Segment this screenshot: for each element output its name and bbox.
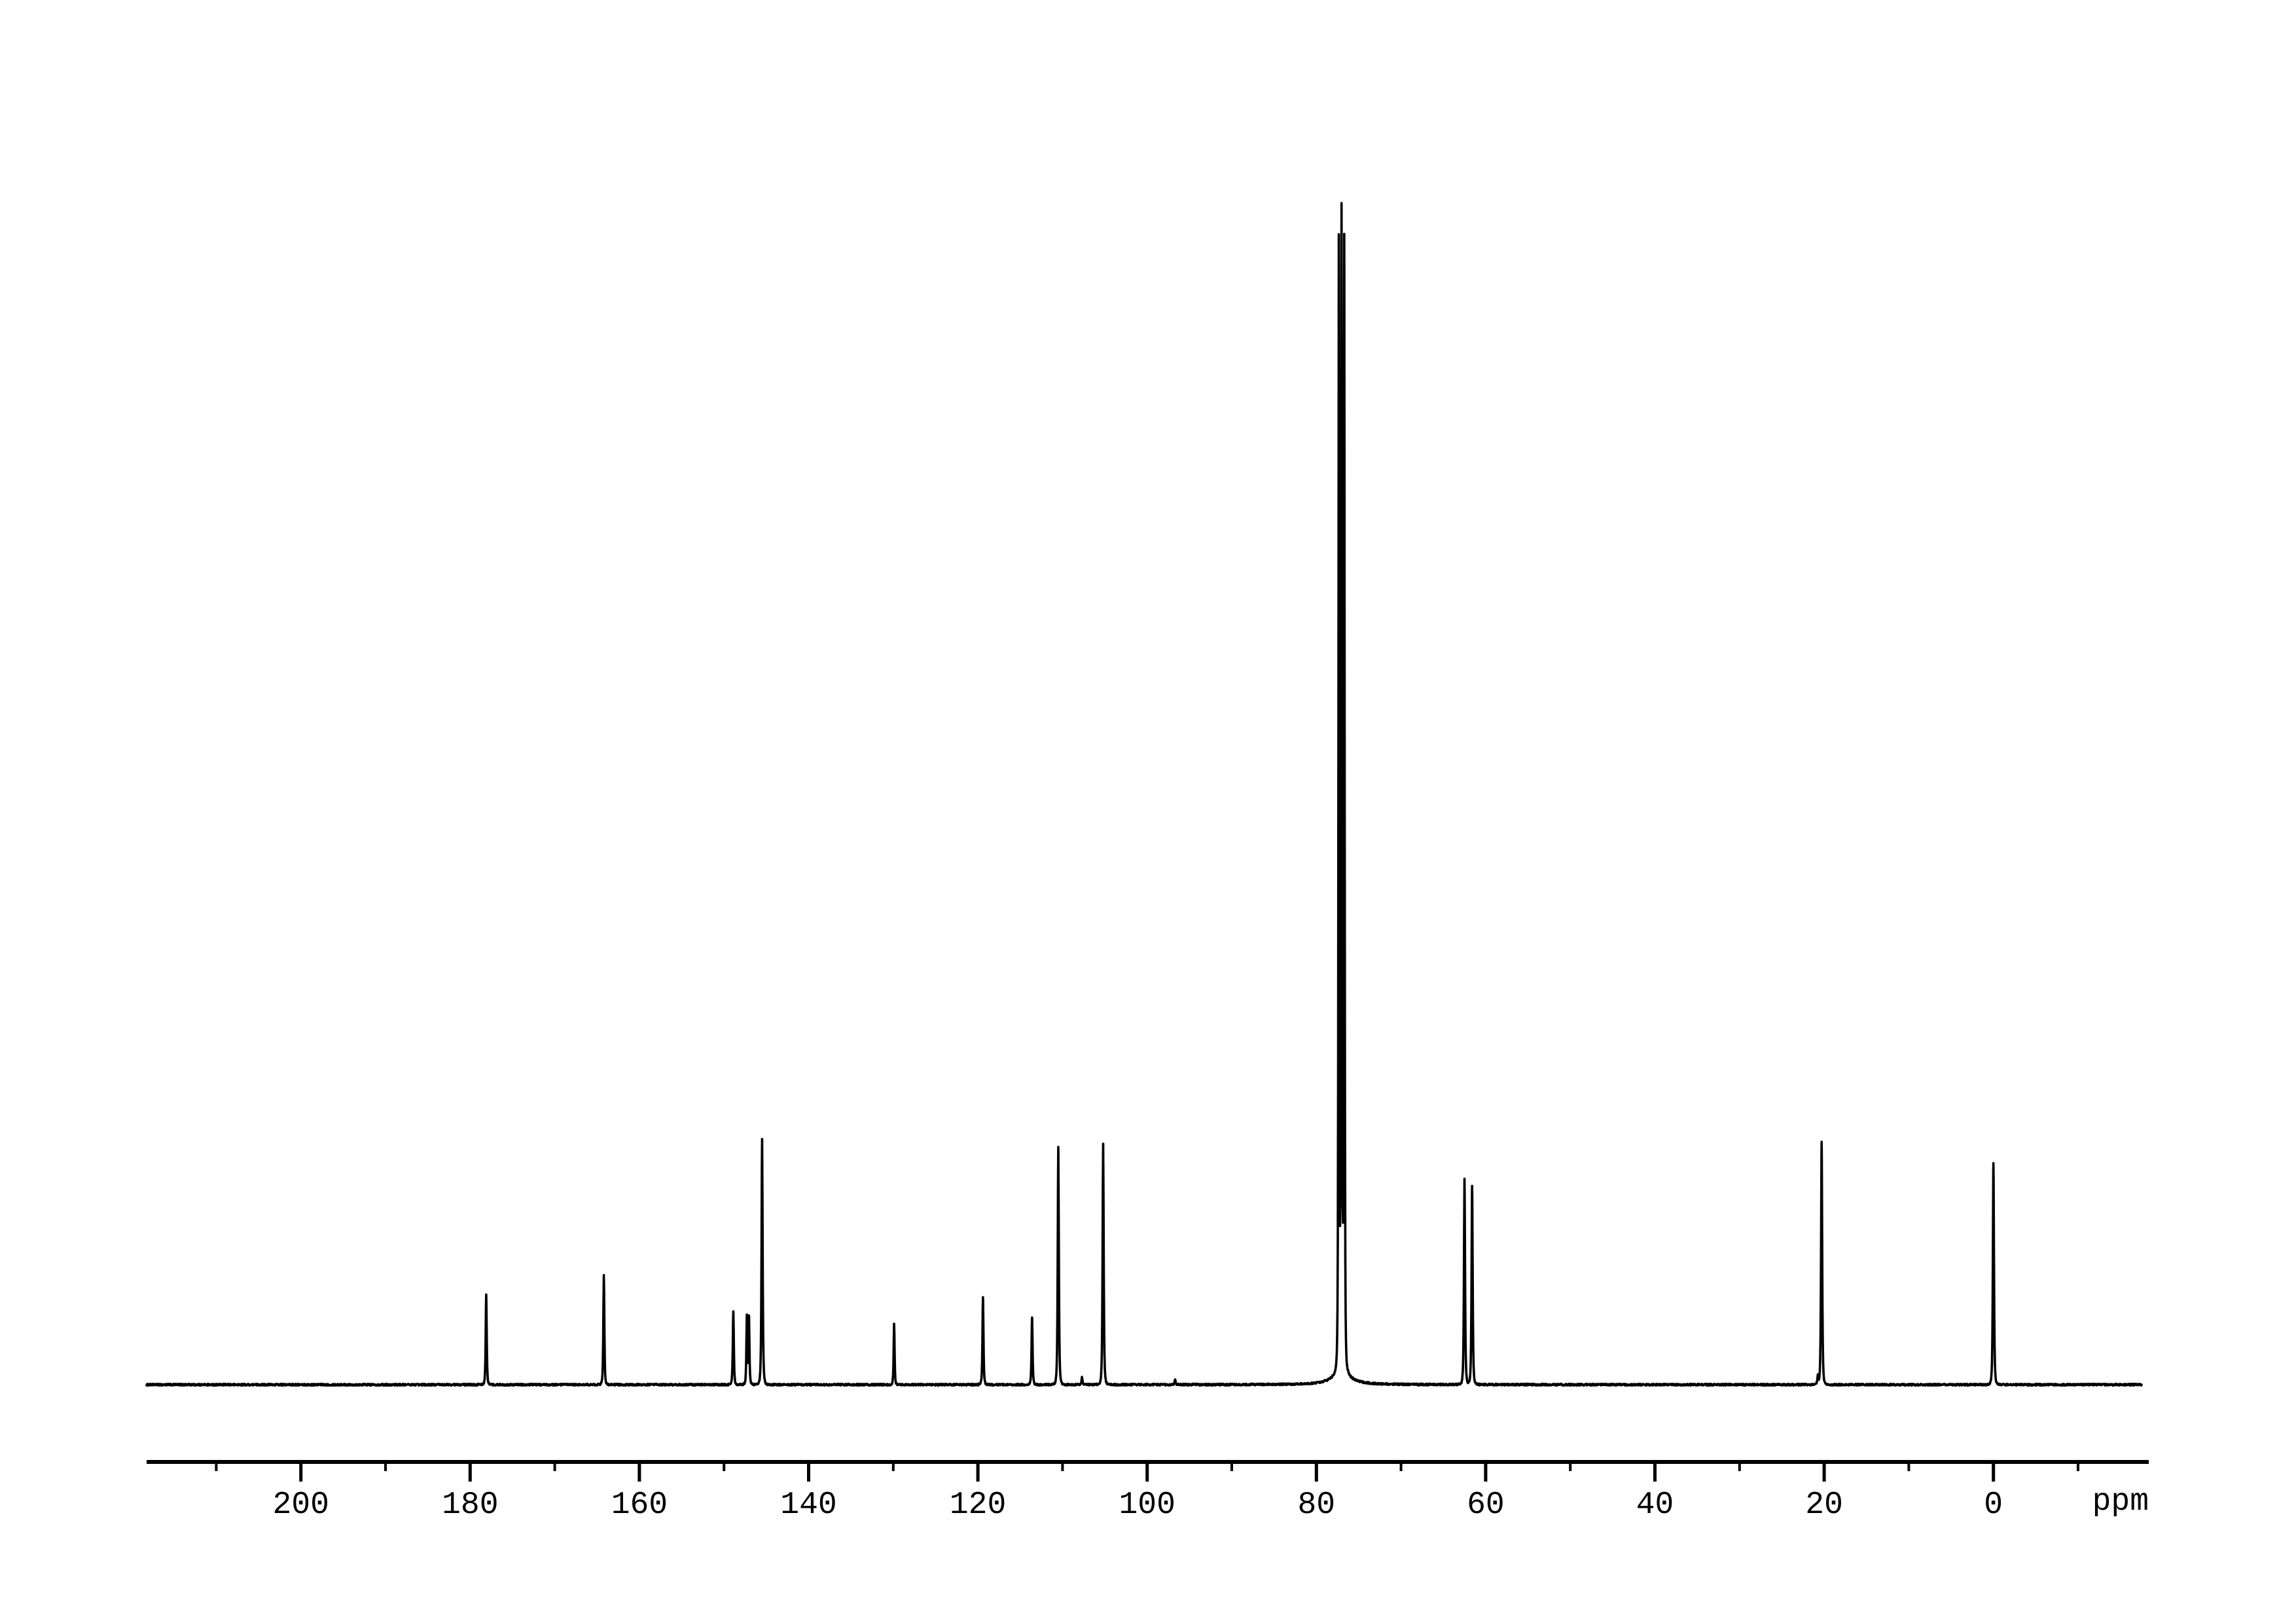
spectrum-trace <box>145 202 2143 1387</box>
x-axis-tick-label: 80 <box>1297 1487 1335 1523</box>
x-axis: 200 180 160 140 120 100 80 60 40 20 0 <box>147 1460 2149 1523</box>
spectrum-trace-path <box>145 202 2143 1387</box>
ppm-unit-label: ppm <box>2092 1484 2149 1520</box>
x-axis-tick-label: 60 <box>1467 1487 1505 1523</box>
x-axis-tick-label: 100 <box>1119 1487 1175 1523</box>
x-axis-tick-label: 20 <box>1805 1487 1843 1523</box>
x-axis-tick-label: 120 <box>950 1487 1006 1523</box>
x-axis-tick-label: 180 <box>442 1487 498 1523</box>
x-axis-tick-label: 200 <box>272 1487 329 1523</box>
x-axis-tick-label: 0 <box>1984 1487 2003 1523</box>
x-axis-tick-label: 160 <box>611 1487 668 1523</box>
x-axis-tick-label: 140 <box>780 1487 836 1523</box>
x-axis-tick-label: 40 <box>1636 1487 1674 1523</box>
